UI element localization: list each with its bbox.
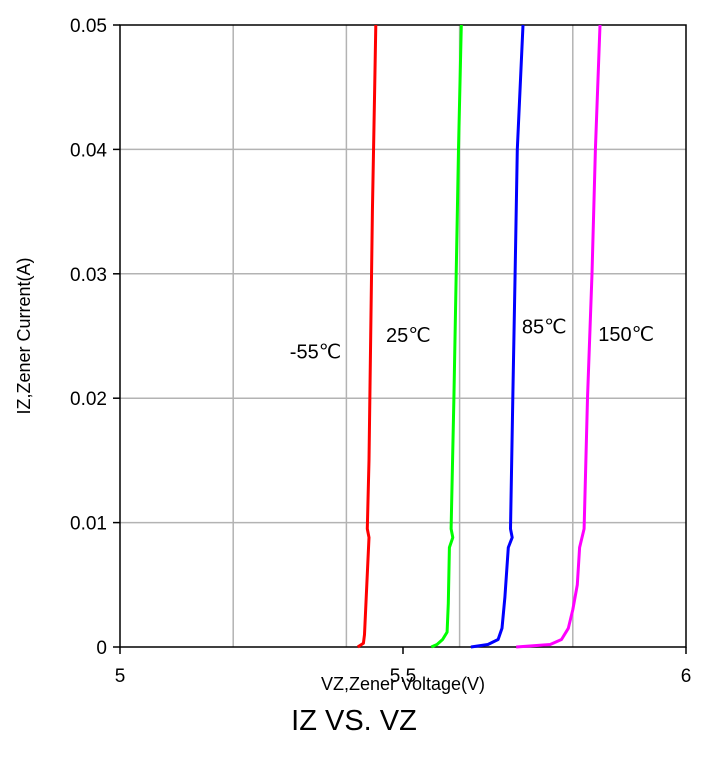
series-line — [516, 24, 602, 649]
series-line — [356, 24, 378, 649]
x-axis-title: VZ,Zener Voltage(V) — [321, 674, 485, 694]
series-label: -55℃ — [290, 341, 341, 363]
series-annotations: -55℃ 25℃ 85℃ 150℃ — [290, 317, 654, 364]
plot-area-frame — [119, 24, 687, 648]
x-tick-labels: 5 5.5 6 — [115, 666, 692, 687]
series-label: 150℃ — [598, 324, 654, 346]
series-line — [430, 24, 463, 649]
y-tick-label: 0.03 — [70, 265, 107, 286]
y-tick-label: 0.04 — [70, 140, 107, 161]
y-tick-labels: 0 0.01 0.02 0.03 0.04 0.05 — [70, 16, 107, 659]
series-line — [470, 24, 525, 649]
y-tick-label: 0.02 — [70, 389, 107, 410]
series-layer — [356, 24, 602, 649]
series-label: 25℃ — [386, 325, 431, 347]
chart-caption: IZ VS. VZ — [291, 705, 417, 737]
y-tick-label: 0.05 — [70, 16, 107, 37]
x-tick-label: 5 — [115, 666, 126, 687]
x-tick-label: 5.5 — [390, 666, 416, 687]
x-tick-label: 6 — [681, 666, 692, 687]
chart: 5 5.5 6 00.010.020.030.040.05 -55℃25℃ 85℃ 15… — [14, 16, 692, 694]
series-label: 85℃ — [522, 317, 567, 339]
y-axis-title: IZ,Zener Current(A) — [14, 257, 34, 414]
y-tick-label: 0 — [96, 638, 107, 659]
y-tick-label: 0.01 — [70, 514, 107, 535]
